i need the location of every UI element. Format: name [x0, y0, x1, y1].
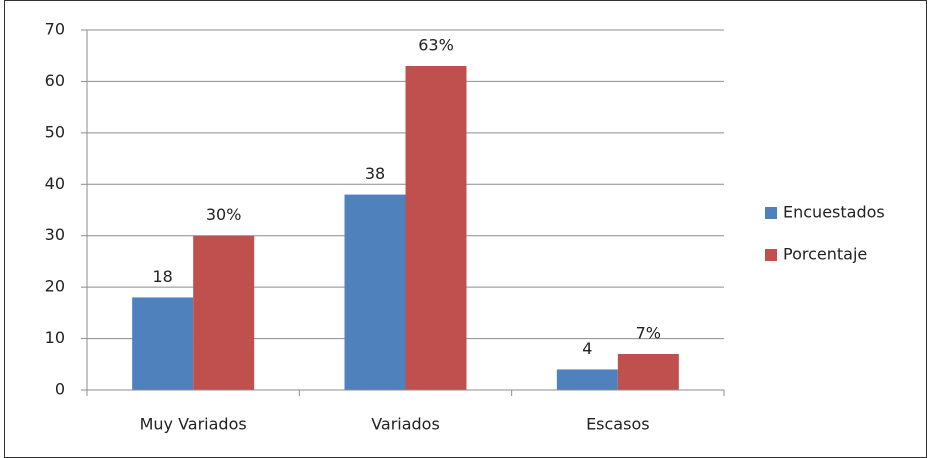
legend-label: Encuestados [783, 203, 885, 222]
data-label: 7% [636, 324, 661, 343]
y-tick-label: 20 [45, 277, 65, 296]
data-label: 18 [152, 267, 172, 286]
data-label: 38 [365, 164, 385, 183]
y-tick-label: 50 [45, 122, 65, 141]
bar [617, 354, 679, 390]
legend-swatch [765, 249, 777, 261]
y-tick-label: 30 [45, 225, 65, 244]
x-tick-label: Muy Variados [140, 415, 247, 434]
bar [193, 235, 255, 390]
y-tick-label: 60 [45, 71, 65, 90]
y-tick-label: 10 [45, 328, 65, 347]
bar [556, 369, 618, 390]
data-label: 63% [418, 36, 454, 55]
bar [132, 297, 194, 390]
y-tick-label: 70 [45, 20, 65, 39]
data-label: 30% [206, 205, 242, 224]
bar [405, 66, 467, 390]
x-tick-label: Variados [371, 415, 440, 434]
y-tick-label: 0 [55, 380, 65, 399]
data-label: 4 [582, 339, 592, 358]
y-tick-label: 40 [45, 174, 65, 193]
legend-swatch [765, 207, 777, 219]
x-tick-label: Escasos [586, 415, 650, 434]
bar [344, 194, 406, 390]
legend-label: Porcentaje [783, 245, 867, 264]
